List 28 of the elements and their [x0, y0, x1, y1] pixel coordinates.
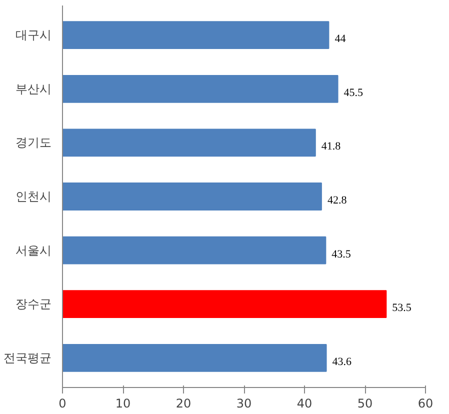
bar [62, 182, 322, 210]
bar [62, 21, 330, 50]
bar [62, 74, 338, 103]
data-label: 53.5 [392, 302, 412, 314]
bar [62, 128, 316, 157]
x-tick-label: 40 [296, 396, 312, 410]
y-tick-label: 부산시 [16, 82, 52, 96]
y-tick-label: 인천시 [16, 190, 52, 204]
data-label: 43.6 [332, 356, 352, 368]
bar [62, 290, 387, 318]
x-tick-label: 10 [115, 396, 131, 410]
data-label: 44 [334, 33, 346, 46]
x-tick-label: 20 [176, 396, 192, 410]
data-label: 42.8 [327, 194, 348, 206]
y-tick-label: 대구시 [16, 28, 52, 42]
x-tick-label: 60 [418, 396, 434, 410]
y-tick-label: 전국평균 [4, 350, 52, 365]
y-tick-label: 경기도 [16, 136, 52, 150]
y-tick-label: 장수군 [16, 297, 52, 312]
x-tick-label: 30 [236, 396, 252, 410]
bar [62, 236, 326, 264]
data-label: 45.5 [344, 86, 364, 99]
y-tick-label: 서울시 [16, 243, 52, 258]
x-tick-label: 50 [357, 396, 373, 410]
data-label: 41.8 [321, 140, 342, 153]
bar [62, 344, 327, 372]
x-tick-label: 0 [58, 396, 66, 410]
data-label: 43.5 [332, 248, 352, 260]
